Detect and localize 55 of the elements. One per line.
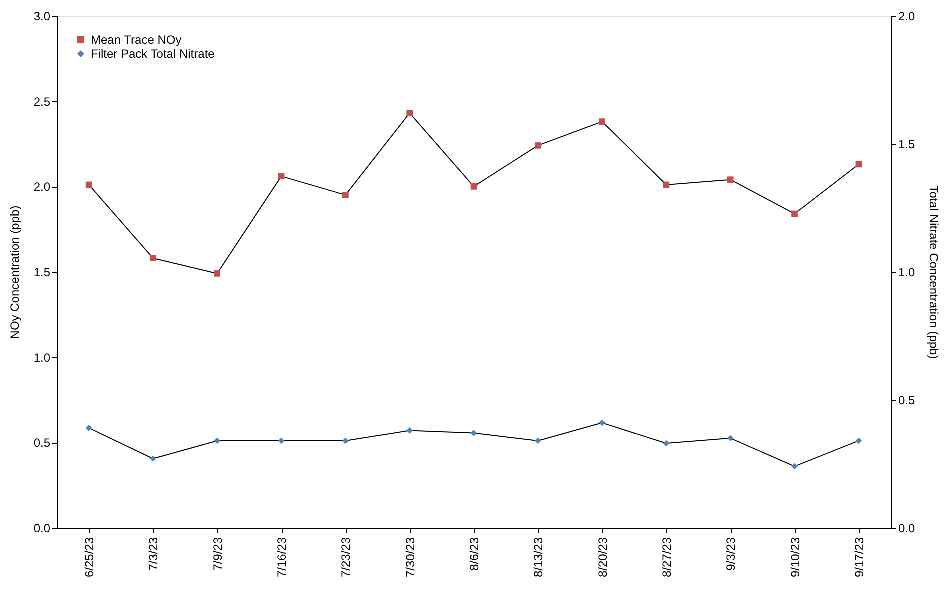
x-tick-label: 9/10/23 — [788, 537, 802, 578]
point — [792, 210, 798, 218]
point — [599, 118, 606, 125]
y2-tick-label: 0.0 — [898, 522, 916, 536]
legend-label: Filter Pack Total Nitrate — [91, 47, 216, 61]
point — [86, 425, 92, 432]
point — [278, 173, 285, 180]
y-tick-label: 1.5 — [34, 266, 51, 280]
x-tick-label: 7/16/23 — [275, 537, 290, 578]
y-tick-label: 0.0 — [34, 522, 51, 536]
point — [150, 255, 156, 262]
y-axis-title: NOy Concentration (ppb) — [8, 206, 22, 340]
point — [342, 438, 349, 444]
y-tick-label: 2.0 — [34, 180, 51, 194]
y-tick-label: 3.0 — [34, 10, 51, 24]
point — [663, 440, 670, 447]
x-tick-label: 8/20/23 — [596, 537, 610, 578]
point — [792, 463, 798, 470]
point — [727, 435, 734, 442]
y-tick-label: 2.5 — [34, 94, 51, 109]
point — [278, 438, 285, 444]
point — [856, 438, 862, 444]
point — [534, 438, 542, 444]
x-tick-label: 9/17/23 — [852, 537, 866, 578]
point — [86, 182, 92, 188]
point — [150, 456, 156, 462]
y-tick-label: 0.5 — [34, 436, 51, 450]
x-tick-label: 8/13/23 — [532, 537, 546, 578]
point — [470, 430, 478, 436]
y2-tick-label: 1.0 — [898, 266, 916, 280]
point — [470, 184, 478, 190]
point — [214, 270, 221, 277]
point — [534, 142, 542, 149]
x-tick-label: 7/23/23 — [339, 537, 354, 578]
point — [663, 182, 670, 188]
y2-tick-label: 1.5 — [898, 138, 916, 152]
x-tick-label: 8/27/23 — [660, 537, 674, 578]
x-tick-label: 7/30/23 — [403, 537, 418, 578]
x-tick-label: 7/3/23 — [146, 537, 161, 571]
y-tick-label: 1.0 — [34, 350, 51, 365]
point — [856, 161, 862, 168]
y2-axis-title: Total Nitrate Concentration (ppb) — [927, 186, 942, 360]
point — [406, 110, 414, 116]
point — [342, 192, 349, 198]
point — [599, 420, 606, 426]
x-tick-label: 6/25/23 — [82, 537, 97, 578]
y2-tick-label: 2.0 — [898, 10, 916, 24]
point — [214, 438, 221, 444]
x-tick-label: 9/3/23 — [724, 537, 738, 571]
y2-tick-label: 0.5 — [898, 394, 916, 408]
legend-label: Mean Trace NOy — [91, 33, 182, 47]
point — [406, 428, 414, 434]
x-tick-label: 7/9/23 — [210, 537, 225, 571]
x-tick-label: 8/6/23 — [468, 537, 482, 571]
point — [727, 176, 734, 184]
